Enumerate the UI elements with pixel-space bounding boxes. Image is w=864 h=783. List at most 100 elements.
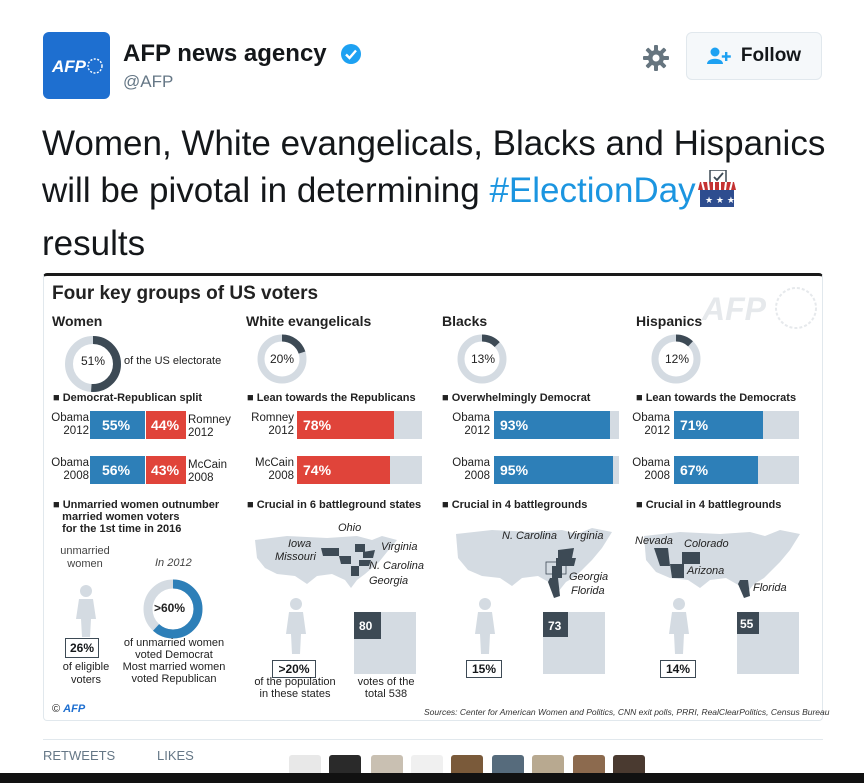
- hispanics-state-colorado: Colorado: [684, 538, 729, 550]
- hispanics-crucial-heading: ■ Crucial in 4 battlegrounds: [636, 499, 782, 511]
- infographic-title: Four key groups of US voters: [52, 283, 319, 304]
- blacks-r2-label: Obama 2008: [452, 457, 490, 482]
- tweet-text: Women, White evangelicals, Blacks and Hi…: [42, 120, 842, 267]
- afp-logo-text: AFP: [51, 57, 87, 76]
- liker-avatar[interactable]: [411, 755, 443, 777]
- hispanics-votes-inner: [737, 612, 759, 634]
- evangelicals-r1-bar: [297, 411, 394, 439]
- evangelicals-share-value: 20%: [270, 352, 295, 366]
- hashtag-link[interactable]: #ElectionDay: [489, 171, 696, 210]
- unmarried-democrat-donut: [143, 579, 203, 639]
- afp-credit: © AFP: [52, 703, 86, 715]
- svg-text:★ ★ ★: ★ ★ ★: [705, 196, 735, 206]
- women-romney2012-value: 44%: [151, 417, 180, 433]
- unmarried-democrat-value: >60%: [154, 601, 186, 615]
- likes-label[interactable]: LIKES: [157, 748, 194, 763]
- women-share-donut: [65, 336, 121, 392]
- account-handle[interactable]: @AFP: [123, 72, 174, 91]
- unmarried-voted-label: of unmarried women voted Democrat Most mar…: [122, 637, 226, 685]
- blacks-pop-box: 15%: [466, 660, 502, 678]
- sources-note: Sources: Center for American Women and P…: [424, 707, 830, 717]
- tweet-text-part2: results: [42, 224, 146, 263]
- evangelicals-crucial-heading: ■ Crucial in 6 battleground states: [247, 499, 422, 511]
- woman-figure-icon: [76, 585, 96, 637]
- unmarried-women-label: unmarried women: [60, 545, 110, 570]
- hispanics-state-arizona: Arizona: [687, 565, 725, 577]
- evangelicals-lean-heading: ■ Lean towards the Republicans: [247, 392, 416, 404]
- hispanics-r2-value: 67%: [680, 462, 709, 478]
- hispanics-state-nevada: Nevada: [635, 535, 673, 547]
- liker-avatar[interactable]: [613, 755, 645, 777]
- liker-avatar[interactable]: [573, 755, 605, 777]
- infographic-image[interactable]: [43, 273, 823, 721]
- hispanics-pop-box: 14%: [660, 660, 696, 678]
- hispanics-r1-value: 71%: [680, 417, 709, 433]
- in-2012-label: In 2012: [155, 557, 192, 569]
- women-obama2012-bar: [90, 411, 145, 439]
- evangelicals-r1-label: Romney 2012: [251, 412, 294, 437]
- blacks-share-donut: [457, 334, 507, 384]
- evangelicals-person-icon: [286, 598, 306, 654]
- evangelicals-r2-value: 74%: [303, 462, 332, 478]
- women-share-label: of the US electorate: [124, 355, 222, 367]
- blacks-r2-value: 95%: [500, 462, 529, 478]
- women-romney2012-bar: [146, 411, 186, 439]
- liker-avatar[interactable]: [532, 755, 564, 777]
- blacks-lean-heading: ■ Overwhelmingly Democrat: [442, 392, 591, 404]
- liker-avatar[interactable]: [492, 755, 524, 777]
- evangelicals-heading: White evangelicals: [246, 313, 372, 329]
- evangelicals-r2-label: McCain 2008: [255, 457, 294, 482]
- liker-avatar[interactable]: [371, 755, 403, 777]
- evangelicals-share-donut: [257, 334, 307, 384]
- blacks-votes-inner: [543, 612, 568, 637]
- women-obama2012-value: 55%: [102, 417, 131, 433]
- evangelicals-pop-box: >20%: [272, 660, 316, 678]
- evangelicals-state-iowa: Iowa: [288, 538, 312, 550]
- blacks-us-map: [456, 528, 612, 598]
- women-obama2008-label: Obama 2008: [51, 457, 89, 482]
- hispanics-r2-label: Obama 2008: [632, 457, 670, 482]
- evangelicals-pop-label: of the population in these states: [254, 676, 336, 700]
- account-name[interactable]: AFP news agency: [123, 40, 327, 67]
- women-obama2008-value: 56%: [102, 462, 131, 478]
- evangelicals-votes-value: 80: [359, 619, 373, 633]
- evangelicals-state-ncarolina: N. Carolina: [369, 560, 425, 572]
- hispanics-r1-label: Obama 2012: [632, 412, 670, 437]
- hispanics-heading: Hispanics: [636, 313, 703, 329]
- add-user-icon: [706, 47, 731, 64]
- follow-button[interactable]: Follow: [686, 32, 822, 80]
- hispanics-state-florida: Florida: [753, 582, 787, 594]
- blacks-votes-value: 73: [548, 619, 562, 633]
- gear-icon[interactable]: [642, 44, 670, 72]
- eligible-voters-label: of eligible voters: [62, 661, 110, 686]
- blacks-state-virginia: Virginia: [567, 530, 604, 542]
- hispanics-r2-bar: [674, 456, 758, 484]
- follow-label: Follow: [740, 45, 802, 66]
- liker-avatar[interactable]: [329, 755, 361, 777]
- liker-avatar[interactable]: [289, 755, 321, 777]
- watermark-text: AFP: [701, 291, 767, 327]
- liker-avatar[interactable]: [451, 755, 483, 777]
- women-unmarried-heading: ■ Unmarried women outnumber married wome…: [53, 499, 220, 535]
- hispanics-r1-bar: [674, 411, 763, 439]
- blacks-share-value: 13%: [471, 352, 496, 366]
- evangelicals-state-missouri: Missouri: [275, 551, 316, 563]
- women-mccain2008-value: 43%: [151, 462, 180, 478]
- women-split-heading: ■ Democrat-Republican split: [53, 392, 203, 404]
- women-romney2012-label: Romney 2012: [188, 414, 231, 439]
- evangelicals-us-map: [255, 536, 397, 588]
- evangelicals-state-ohio: Ohio: [338, 522, 362, 534]
- tweet-text-part1: Women, White evangelicals, Blacks and Hi…: [42, 124, 826, 210]
- women-mccain2008-bar: [146, 456, 186, 484]
- hispanics-person-icon: [669, 598, 689, 654]
- blacks-person-icon: [475, 598, 495, 654]
- ballot-box-emoji-icon: ★ ★ ★: [696, 169, 738, 220]
- account-avatar[interactable]: AFP: [43, 32, 110, 99]
- evangelicals-state-virginia: Virginia: [381, 541, 418, 553]
- retweets-label[interactable]: RETWEETS: [43, 748, 116, 763]
- women-obama2008-bar: [90, 456, 145, 484]
- blacks-r2-bar: [494, 456, 613, 484]
- hispanics-share-donut: [651, 334, 701, 384]
- afp-logo-icon: AFP: [51, 57, 103, 76]
- bottom-edge: [0, 773, 864, 783]
